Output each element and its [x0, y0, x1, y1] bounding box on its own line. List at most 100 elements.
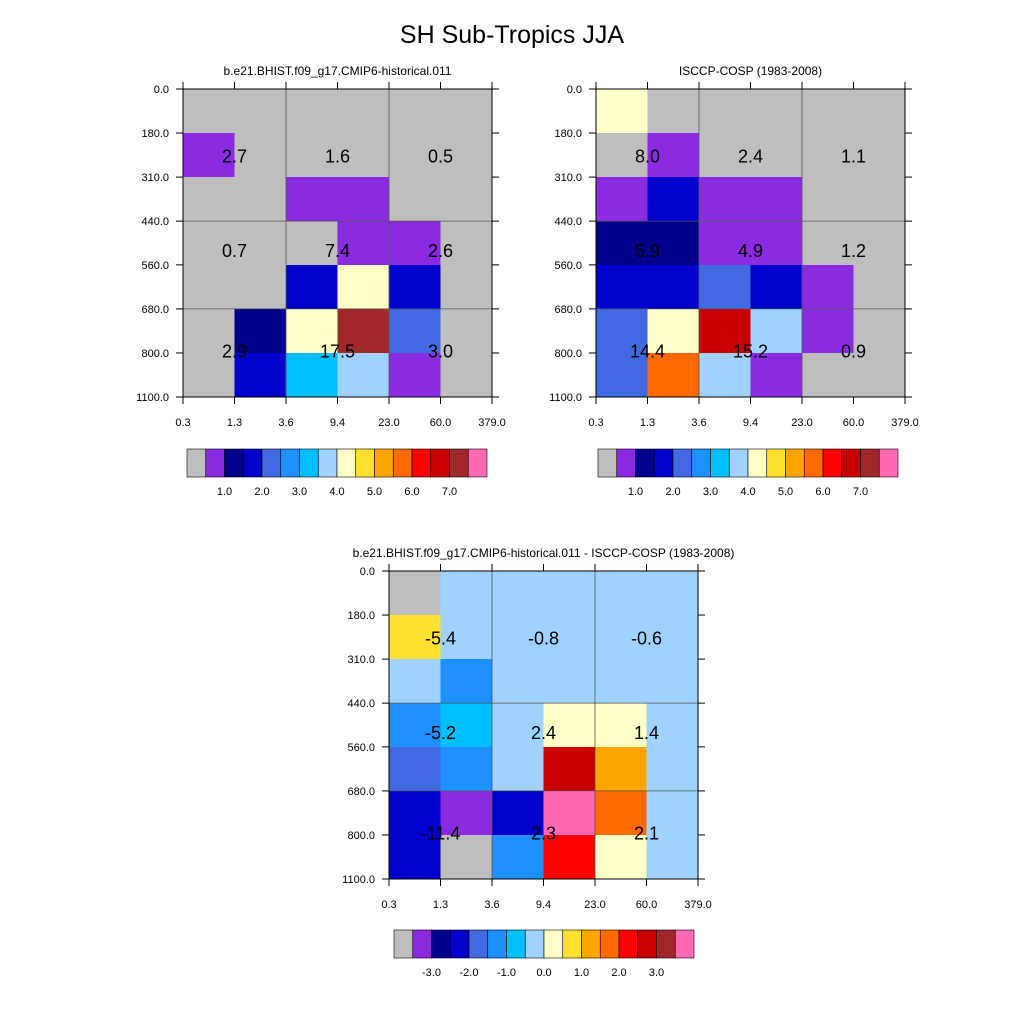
- heatmap-panel-1: b.e21.BHIST.f09_g17.CMIP6-historical.011…: [136, 64, 506, 498]
- colorbar-swatch: [431, 929, 451, 959]
- heatmap-cell: [337, 133, 390, 178]
- heatmap-cell: [234, 89, 287, 134]
- heatmap-cell: [595, 659, 647, 704]
- colorbar-swatch: [355, 448, 375, 478]
- heatmap-cell: [234, 353, 287, 398]
- colorbar-swatch: [411, 448, 432, 478]
- heatmap-cell: [596, 309, 648, 354]
- cell-group-label: 14.4: [630, 341, 665, 361]
- colorbar-label: 4.0: [329, 486, 344, 498]
- cell-group-label: 7.4: [325, 241, 350, 261]
- panel-title: b.e21.BHIST.f09_g17.CMIP6-historical.011…: [353, 546, 735, 560]
- heatmap-cell: [440, 265, 493, 310]
- colorbar-label: 2.0: [611, 967, 626, 979]
- heatmap-cell: [286, 353, 338, 398]
- x-tick-label: 9.4: [330, 417, 345, 429]
- colorbar-swatch: [656, 929, 676, 959]
- heatmap-cell: [699, 133, 751, 178]
- colorbar-swatch: [860, 448, 880, 478]
- cell-group-label: -5.4: [425, 629, 456, 649]
- heatmap-cell: [699, 177, 751, 222]
- heatmap-cell: [750, 133, 803, 178]
- colorbar-label: 1.0: [217, 486, 232, 498]
- heatmap-cell: [286, 133, 338, 178]
- colorbar-swatch: [841, 448, 861, 478]
- cell-group-label: -11.4: [421, 823, 461, 843]
- heatmap-cell: [543, 659, 596, 704]
- heatmap-cell: [337, 221, 390, 266]
- colorbar-label: 1.0: [574, 967, 589, 979]
- colorbar-label: 3.0: [292, 486, 307, 498]
- heatmap-cell: [389, 835, 441, 880]
- cell-group-label: 5.9: [635, 241, 660, 261]
- colorbar-swatch: [449, 929, 470, 959]
- heatmap-cell: [853, 177, 906, 222]
- cell-group-label: 1.4: [634, 723, 659, 743]
- heatmap-cell: [802, 177, 854, 222]
- y-tick-label: 800.0: [554, 348, 582, 360]
- heatmap-cell: [647, 89, 700, 134]
- heatmap-cell: [389, 791, 441, 836]
- heatmap-cell: [750, 221, 803, 266]
- heatmap-cell: [543, 835, 596, 880]
- y-tick-label: 310.0: [141, 172, 169, 184]
- heatmap-cell: [595, 615, 647, 660]
- heatmap-cell: [699, 89, 751, 134]
- heatmap-cell: [286, 309, 338, 354]
- heatmap-cell: [596, 353, 648, 398]
- colorbar-swatch: [242, 448, 263, 478]
- colorbar-swatch: [224, 448, 244, 478]
- heatmap-cell: [802, 89, 854, 134]
- heatmap-cell: [234, 265, 287, 310]
- colorbar-label: 0.0: [536, 967, 551, 979]
- heatmap-cell: [389, 353, 441, 398]
- heatmap-cell: [440, 835, 493, 880]
- heatmap-cell: [183, 353, 235, 398]
- y-tick-label: 180.0: [554, 128, 582, 140]
- heatmap-cell: [389, 89, 441, 134]
- heatmap-cell: [646, 835, 699, 880]
- cell-group-label: 2.6: [428, 241, 453, 261]
- colorbar-swatch: [766, 448, 786, 478]
- heatmap-cell: [750, 353, 803, 398]
- heatmap-panel-2: ISCCP-COSP (1983-2008) 0.3 1.3 3.6 9.4 23.0 60…: [549, 64, 919, 498]
- heatmap-cell: [596, 177, 648, 222]
- y-tick-label: 680.0: [554, 304, 582, 316]
- y-tick-label: 560.0: [554, 260, 582, 272]
- colorbar-swatch: [672, 448, 693, 478]
- heatmap-cell: [389, 133, 441, 178]
- heatmap-cell: [492, 571, 544, 616]
- heatmap-cell: [853, 89, 906, 134]
- x-tick-label: 23.0: [791, 417, 812, 429]
- heatmap-cell: [440, 747, 493, 792]
- heatmap-cell: [647, 265, 700, 310]
- heatmap-cell: [802, 353, 854, 398]
- heatmap-cell: [853, 265, 906, 310]
- heatmap-cell: [699, 221, 751, 266]
- colorbar-label: 1.0: [628, 486, 643, 498]
- y-tick-label: 440.0: [347, 698, 375, 710]
- x-tick-label: 9.4: [743, 417, 758, 429]
- x-tick-label: 379.0: [684, 899, 712, 911]
- colorbar-swatch: [449, 448, 469, 478]
- x-tick-label: 9.4: [536, 899, 551, 911]
- heatmap-cell: [183, 133, 235, 178]
- heatmap-cell: [286, 221, 338, 266]
- panel-title: b.e21.BHIST.f09_g17.CMIP6-historical.011: [224, 64, 452, 78]
- heatmap-cell: [647, 353, 700, 398]
- cell-group-label: 2.3: [531, 823, 556, 843]
- colorbar-swatch: [467, 448, 488, 478]
- heatmap-cell: [595, 571, 647, 616]
- colorbar-swatch: [317, 448, 338, 478]
- y-tick-label: 1100.0: [342, 874, 375, 886]
- heatmap-cell: [492, 615, 544, 660]
- heatmap-cell: [802, 221, 854, 266]
- colorbar-swatch: [205, 448, 225, 478]
- heatmap-cell: [647, 133, 700, 178]
- panel-title: ISCCP-COSP (1983-2008): [679, 64, 822, 78]
- x-tick-label: 1.3: [227, 417, 242, 429]
- colorbar-swatch: [599, 929, 620, 959]
- heatmap-cell: [750, 89, 803, 134]
- y-tick-label: 310.0: [554, 172, 582, 184]
- y-tick-label: 0.0: [567, 84, 582, 96]
